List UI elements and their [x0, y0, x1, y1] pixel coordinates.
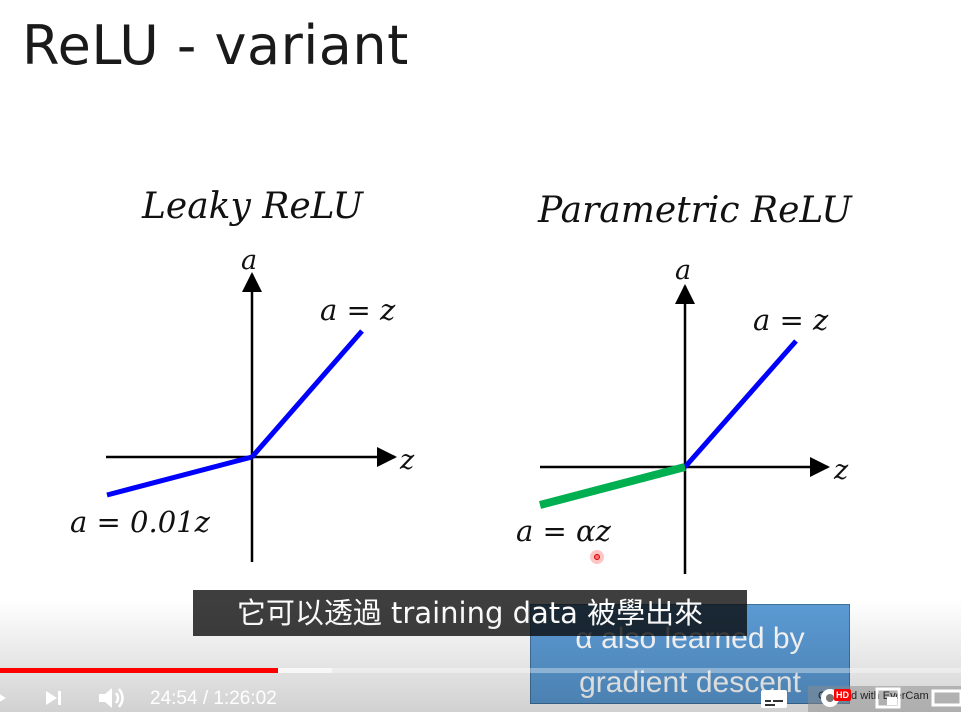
theater-mode-icon: [931, 689, 961, 707]
current-time: 24:54: [150, 688, 198, 709]
parametric-y-axis-label: a: [675, 255, 691, 286]
time-display: 24:54 / 1:26:02: [150, 688, 277, 710]
parametric-negative-equation: a = αz: [516, 514, 612, 548]
mute-button[interactable]: [94, 684, 130, 712]
miniplayer-icon: [875, 687, 901, 709]
leaky-negative-equation: a = 0.01z: [70, 505, 211, 539]
leaky-x-axis-label: z: [399, 445, 415, 476]
progress-played: [0, 668, 278, 673]
play-icon: [0, 694, 6, 702]
duration: 1:26:02: [213, 688, 277, 709]
parametric-positive-equation: a = z: [753, 303, 829, 337]
subtitles-button[interactable]: [756, 684, 792, 712]
next-button[interactable]: [38, 684, 68, 712]
parametric-positive-segment: [683, 339, 798, 469]
slide-title: ReLU - variant: [22, 14, 409, 77]
parametric-negative-segment: [538, 463, 687, 509]
parametric-relu-graph: a z a = z a = αz: [516, 255, 849, 574]
skip-next-icon: [46, 691, 61, 705]
leaky-relu-title: Leaky ReLU: [142, 186, 363, 227]
leaky-relu-graph: a z a = z a = 0.01z: [70, 245, 415, 562]
leaky-positive-segment: [250, 329, 364, 459]
subtitle-caption: 它可以透過 training data 被學出來: [193, 590, 747, 636]
volume-icon: [99, 688, 124, 708]
leaky-positive-equation: a = z: [320, 293, 396, 327]
hd-badge: HD: [834, 689, 851, 701]
pointer-highlight: [590, 550, 604, 564]
play-button[interactable]: [0, 684, 12, 712]
parametric-x-axis-label: z: [833, 455, 849, 486]
miniplayer-button[interactable]: [870, 684, 906, 712]
leaky-y-axis-label: a: [241, 245, 257, 276]
parametric-relu-title: Parametric ReLU: [538, 190, 852, 231]
subtitles-icon: [761, 690, 787, 708]
theater-mode-button[interactable]: [930, 684, 961, 712]
leaky-negative-segment: [106, 454, 253, 498]
time-separator: /: [197, 688, 214, 709]
progress-bar[interactable]: [0, 668, 961, 673]
